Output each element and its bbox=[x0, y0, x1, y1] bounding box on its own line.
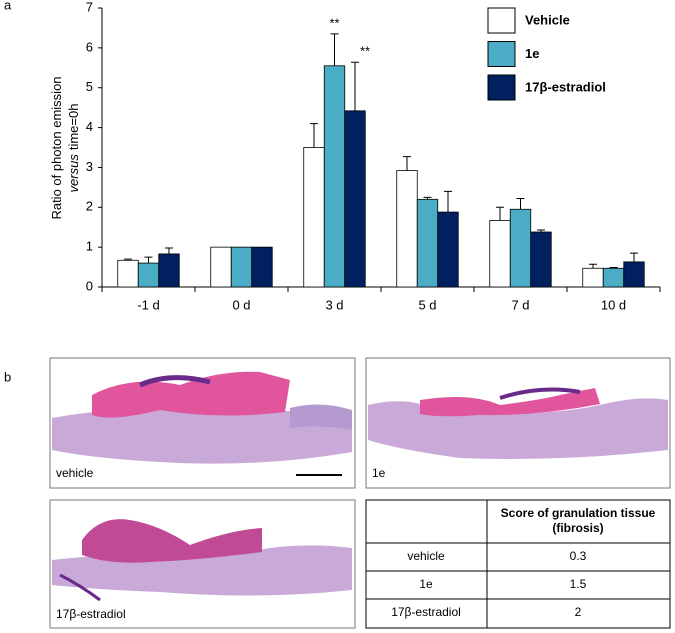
table-cell: 1.5 bbox=[570, 577, 587, 591]
x-tick-label: 0 d bbox=[232, 297, 250, 312]
error-bar bbox=[496, 206, 504, 221]
bar bbox=[117, 259, 139, 288]
error-bar bbox=[423, 196, 432, 200]
legend-swatch bbox=[487, 74, 516, 101]
legend-label: 17β-estradiol bbox=[525, 79, 606, 94]
panel-label: b bbox=[4, 369, 11, 384]
histology-image: 1e bbox=[365, 357, 671, 489]
legend-swatch bbox=[487, 41, 516, 67]
error-bar bbox=[144, 256, 153, 264]
y-tick-label: 1 bbox=[86, 239, 93, 254]
y-tick-label: 3 bbox=[86, 159, 93, 174]
legend-label: Vehicle bbox=[525, 12, 570, 27]
table-cell: 17β-estradiol bbox=[391, 605, 461, 619]
y-tick-label: 2 bbox=[86, 199, 93, 214]
table-cell: vehicle bbox=[407, 549, 445, 563]
error-bar bbox=[609, 266, 618, 269]
image-label: vehicle bbox=[56, 466, 94, 480]
y-tick-label: 4 bbox=[86, 119, 93, 134]
y-axis-label: Ratio of photon emission versus time=0h bbox=[49, 76, 81, 219]
error-bar bbox=[589, 263, 597, 269]
bar bbox=[530, 231, 552, 288]
table-header: Score of granulation tissue (fibrosis) bbox=[501, 506, 656, 535]
error-bar bbox=[330, 33, 339, 66]
panel-label: a bbox=[4, 0, 12, 12]
bar bbox=[230, 246, 253, 288]
error-bar bbox=[310, 123, 318, 148]
image-label: 17β-estradiol bbox=[56, 607, 126, 621]
error-bar bbox=[516, 198, 525, 210]
x-tick-label: 3 d bbox=[325, 297, 343, 312]
histology-image: 17β-estradiol bbox=[49, 499, 356, 629]
error-bar bbox=[444, 190, 452, 213]
histology-image: vehicle bbox=[49, 357, 356, 489]
y-tick-label: 7 bbox=[86, 0, 93, 14]
legend-swatch bbox=[487, 7, 516, 34]
x-tick-label: 5 d bbox=[418, 297, 436, 312]
x-tick-label: 10 d bbox=[601, 297, 626, 312]
bar bbox=[344, 110, 366, 288]
annotation: ** bbox=[329, 15, 339, 30]
y-tick-label: 6 bbox=[86, 39, 93, 54]
bar bbox=[437, 211, 459, 288]
image-label: 1e bbox=[372, 466, 386, 480]
y-axis-label-line: versus bbox=[66, 154, 81, 193]
bar bbox=[509, 208, 532, 288]
annotation: ** bbox=[360, 44, 370, 59]
table-cell: 0.3 bbox=[570, 549, 587, 563]
bar bbox=[416, 198, 439, 288]
bar bbox=[602, 267, 625, 288]
bar bbox=[137, 262, 160, 288]
legend-label: 1e bbox=[525, 46, 539, 61]
error-bar bbox=[351, 61, 359, 111]
error-bar bbox=[165, 247, 173, 254]
table-cell: 2 bbox=[575, 605, 582, 619]
bar bbox=[489, 220, 511, 288]
y-axis-label-line: time=0h bbox=[66, 104, 81, 151]
bar bbox=[582, 267, 604, 288]
y-axis-label-line: Ratio of photon emission bbox=[49, 76, 64, 219]
x-tick-label: 7 d bbox=[511, 297, 529, 312]
y-tick-label: 0 bbox=[86, 278, 93, 293]
y-tick-label: 5 bbox=[86, 79, 93, 94]
bar bbox=[623, 261, 645, 288]
error-bar bbox=[124, 258, 132, 261]
bar bbox=[303, 147, 325, 288]
error-bar bbox=[537, 229, 545, 232]
error-bar bbox=[403, 156, 411, 171]
bar bbox=[158, 253, 180, 288]
bar bbox=[396, 170, 418, 288]
bar bbox=[251, 246, 273, 288]
error-bar bbox=[630, 252, 638, 262]
x-tick-label: -1 d bbox=[137, 297, 159, 312]
bar bbox=[210, 246, 232, 288]
score-table bbox=[365, 499, 671, 629]
table-cell: 1e bbox=[419, 577, 433, 591]
bar bbox=[323, 65, 346, 288]
